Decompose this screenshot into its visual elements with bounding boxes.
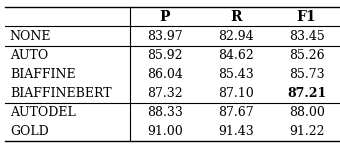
Text: 88.00: 88.00 bbox=[289, 106, 324, 119]
Text: 85.26: 85.26 bbox=[289, 49, 324, 62]
Text: 85.43: 85.43 bbox=[218, 68, 254, 81]
Text: BIAFFINEBERT: BIAFFINEBERT bbox=[10, 87, 112, 100]
Text: 82.94: 82.94 bbox=[218, 29, 254, 43]
Text: 91.43: 91.43 bbox=[218, 125, 254, 138]
Text: GOLD: GOLD bbox=[10, 125, 49, 138]
Text: 83.97: 83.97 bbox=[147, 29, 183, 43]
Text: 91.00: 91.00 bbox=[147, 125, 183, 138]
Text: P: P bbox=[160, 10, 170, 24]
Text: 85.73: 85.73 bbox=[289, 68, 324, 81]
Text: BIAFFINE: BIAFFINE bbox=[10, 68, 75, 81]
Text: 88.33: 88.33 bbox=[147, 106, 183, 119]
Text: 85.92: 85.92 bbox=[147, 49, 183, 62]
Text: 83.45: 83.45 bbox=[289, 29, 324, 43]
Text: 87.32: 87.32 bbox=[147, 87, 183, 100]
Text: F1: F1 bbox=[297, 10, 317, 24]
Text: 91.22: 91.22 bbox=[289, 125, 324, 138]
Text: AUTODEL: AUTODEL bbox=[10, 106, 75, 119]
Text: R: R bbox=[230, 10, 241, 24]
Text: 87.67: 87.67 bbox=[218, 106, 254, 119]
Text: 87.21: 87.21 bbox=[287, 87, 326, 100]
Text: 87.10: 87.10 bbox=[218, 87, 254, 100]
Text: 84.62: 84.62 bbox=[218, 49, 254, 62]
Text: 86.04: 86.04 bbox=[147, 68, 183, 81]
Text: NONE: NONE bbox=[10, 29, 51, 43]
Text: AUTO: AUTO bbox=[10, 49, 48, 62]
